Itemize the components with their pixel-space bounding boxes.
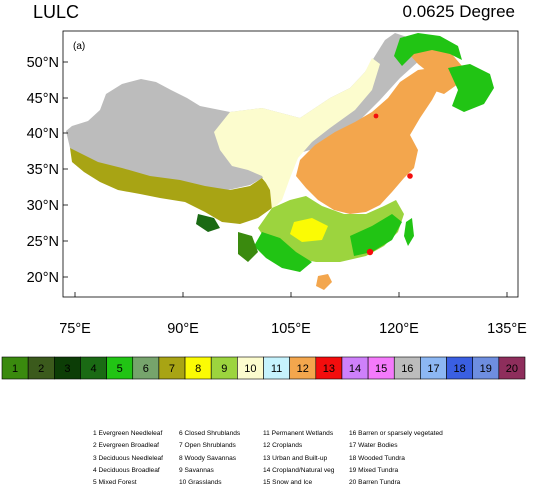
colorbar-label: 8: [195, 363, 201, 375]
legend-item: 14 Cropland/Natural veg: [263, 466, 335, 474]
y-tick-label: 40°N: [27, 126, 59, 142]
colorbar-label: 1: [12, 363, 18, 375]
region-forest-south: [254, 232, 312, 272]
legend-item: 6 Closed Shrublands: [179, 430, 241, 437]
region-shrublands-tibet: [70, 148, 272, 224]
colorbar: 1 2 3 4 5 6 7 8 9 10 11 12 13 14 15 16 17 18 19 20: [1, 356, 526, 380]
region-taiwan: [404, 218, 414, 246]
colorbar-label: 14: [349, 363, 361, 375]
x-tick-label: 105°E: [271, 321, 311, 337]
legend-item: 10 Grasslands: [179, 479, 222, 487]
colorbar-label: 7: [169, 363, 175, 375]
legend-item: 18 Wooded Tundra: [349, 454, 405, 462]
y-tick-label: 50°N: [27, 55, 59, 71]
legend-item: 12 Croplands: [263, 442, 303, 450]
legend-item: 7 Open Shrublands: [179, 442, 236, 450]
legend-item: 11 Permanent Wetlands: [263, 430, 334, 437]
urban-beijing: [373, 113, 379, 119]
legend-item: 2 Evergreen Broadleaf: [93, 442, 159, 450]
x-tick-label: 120°E: [379, 321, 419, 337]
plot-frame: [62, 30, 519, 298]
legend-column: 11 Permanent Wetlands 12 Croplands 13 Ur…: [263, 428, 334, 489]
colorbar-label: 17: [427, 363, 439, 375]
colorbar-label: 11: [271, 363, 282, 375]
y-tick-label: 35°N: [27, 162, 59, 178]
colorbar-label: 2: [38, 363, 44, 375]
y-tick-label: 25°N: [27, 234, 59, 250]
y-tick-label: 45°N: [27, 91, 59, 107]
urban-guangzhou: [366, 248, 374, 256]
variable-title: LULC: [33, 2, 80, 22]
legend-column: 16 Barren or sparsely vegetated 17 Water…: [349, 428, 443, 489]
legend-item: 13 Urban and Built-up: [263, 454, 328, 462]
region-forest-manchuria: [448, 64, 494, 112]
legend-item: 1 Evergreen Needleleaf: [93, 430, 163, 437]
legend-item: 4 Deciduous Broadleaf: [93, 466, 160, 474]
legend-column: 6 Closed Shrublands 7 Open Shrublands 8 …: [179, 428, 240, 489]
x-tick-label: 135°E: [487, 321, 527, 337]
colorbar-label: 10: [244, 363, 256, 375]
colorbar-label: 15: [375, 363, 387, 375]
colorbar-label: 12: [297, 363, 309, 375]
y-tick-label: 20°N: [27, 270, 59, 286]
colorbar-label: 19: [480, 363, 492, 375]
region-grasslands: [214, 58, 380, 210]
legend-item: 15 Snow and Ice: [263, 479, 313, 487]
region-hainan: [316, 274, 332, 290]
legend-item: 8 Woody Savannas: [179, 454, 237, 462]
colorbar-label: 5: [117, 363, 123, 375]
legend-item: 9 Savannas: [179, 466, 214, 474]
region-forest-southwest: [238, 232, 258, 262]
colorbar-label: 3: [64, 363, 70, 375]
legend-item: 16 Barren or sparsely vegetated: [349, 430, 443, 437]
colorbar-cell: [498, 356, 526, 380]
y-axis: 50°N 45°N 40°N 35°N 30°N 25°N 20°N: [27, 55, 68, 286]
legend-column: 1 Evergreen Needleleaf 2 Evergreen Broad…: [93, 428, 163, 489]
region-forest-yunnan: [196, 214, 220, 232]
colorbar-label: 20: [506, 363, 518, 375]
panel-label: (a): [73, 41, 85, 52]
region-woody-savannas: [290, 218, 328, 242]
colorbar-label: 9: [221, 363, 227, 375]
region-forest-northeast: [394, 33, 462, 66]
region-forest-southeast: [350, 214, 402, 256]
legend-item: 5 Mixed Forest: [93, 479, 137, 487]
legend-item: 3 Deciduous Needleleaf: [93, 454, 164, 462]
x-tick-label: 75°E: [59, 321, 91, 337]
colorbar-label: 13: [323, 363, 335, 375]
urban-shanghai: [407, 173, 413, 179]
colorbar-label: 16: [401, 363, 413, 375]
x-tick-label: 90°E: [167, 321, 199, 337]
colorbar-label: 4: [90, 363, 96, 375]
land-use-map: [66, 33, 494, 290]
x-axis: 75°E 90°E 105°E 120°E 135°E: [59, 292, 527, 337]
legend-item: 17 Water Bodies: [349, 442, 398, 450]
colorbar-label: 18: [454, 363, 466, 375]
colorbar-label: 6: [143, 363, 149, 375]
resolution-title: 0.0625 Degree: [402, 2, 515, 21]
legend-item: 20 Barren Tundra: [349, 479, 401, 487]
legend-item: 19 Mixed Tundra: [349, 466, 399, 474]
y-tick-label: 30°N: [27, 198, 59, 214]
region-croplands-northeast: [410, 48, 462, 94]
region-croplands: [296, 68, 440, 214]
